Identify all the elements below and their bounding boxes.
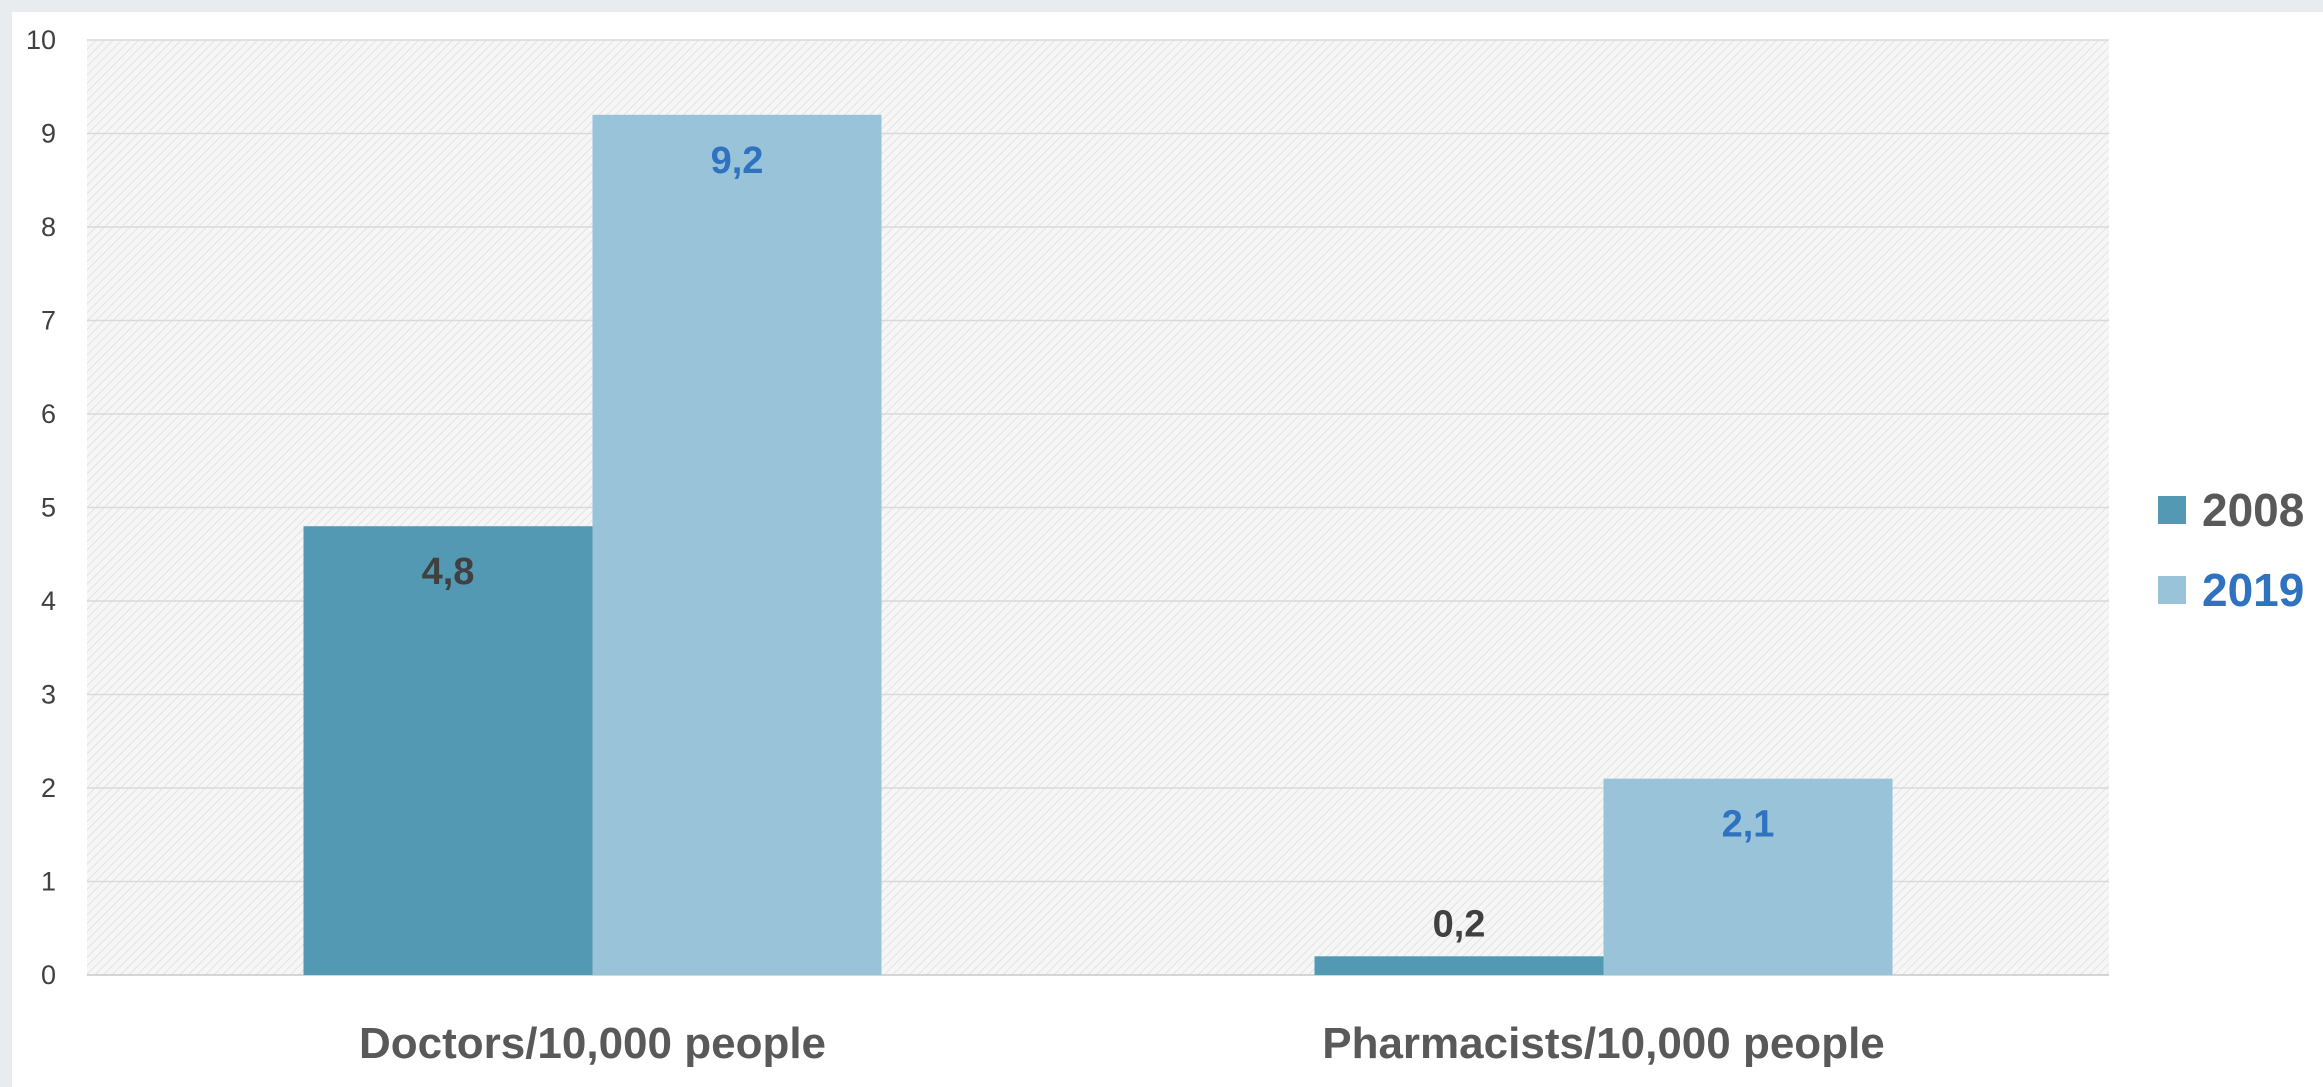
y-tick-label: 6	[41, 399, 56, 429]
x-category-label: Doctors/10,000 people	[359, 1019, 826, 1068]
y-tick-label: 8	[41, 212, 56, 242]
legend-swatch-2008	[2158, 496, 2186, 524]
y-tick-label: 7	[41, 306, 56, 336]
legend-label-2008: 2008	[2202, 484, 2304, 536]
y-tick-label: 3	[41, 680, 56, 710]
legend-label-2019: 2019	[2202, 564, 2304, 616]
data-labels: 4,8 9,2 0,2 2,1	[422, 140, 1775, 945]
y-tick-label: 9	[41, 119, 56, 149]
x-axis-categories: Doctors/10,000 people Pharmacists/10,000 …	[359, 1019, 1885, 1068]
y-tick-label: 2	[41, 773, 56, 803]
y-axis-ticks: 0 1 2 3 4 5 6 7 8 9 10	[26, 25, 56, 990]
y-tick-label: 1	[41, 867, 56, 897]
data-label-2019-0: 9,2	[711, 140, 764, 182]
y-tick-label: 0	[41, 960, 56, 990]
y-tick-label: 5	[41, 493, 56, 523]
data-label-2008-0: 4,8	[422, 551, 475, 593]
bar-2008-1	[1314, 956, 1604, 975]
y-tick-label: 4	[41, 586, 56, 616]
bars	[303, 114, 1893, 976]
bar-2008-0	[303, 526, 593, 975]
data-label-2008-1: 0,2	[1433, 903, 1486, 945]
y-tick-label: 10	[26, 25, 56, 55]
data-label-2019-1: 2,1	[1722, 804, 1775, 846]
bar-2019-1	[1603, 778, 1893, 975]
x-category-label: Pharmacists/10,000 people	[1322, 1019, 1885, 1068]
bar-2019-0	[592, 114, 882, 976]
legend: 2008 2019	[2158, 484, 2304, 616]
legend-swatch-2019	[2158, 576, 2186, 604]
